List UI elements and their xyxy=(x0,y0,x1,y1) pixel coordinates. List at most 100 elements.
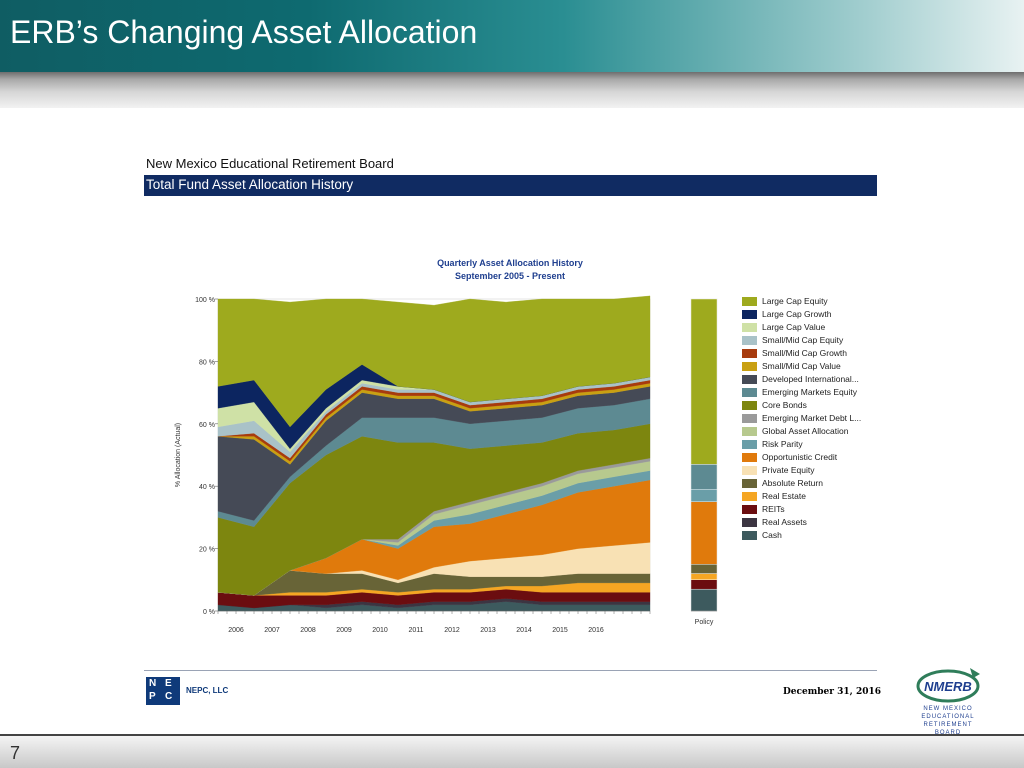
report-org: New Mexico Educational Retirement Board xyxy=(146,156,394,171)
svg-text:RETIREMENT: RETIREMENT xyxy=(924,722,973,728)
legend-swatch xyxy=(742,479,757,488)
legend-label: Emerging Market Debt L... xyxy=(762,413,862,423)
y-tick-label: 60 % xyxy=(199,422,215,429)
policy-segment-cash xyxy=(690,588,718,612)
policy-segment-absolute-return xyxy=(690,564,718,574)
area-large-cap-equity xyxy=(217,295,651,428)
footer-separator xyxy=(144,670,877,671)
x-tick-label: 2014 xyxy=(516,627,532,634)
report-date: December 31, 2016 xyxy=(783,687,881,697)
y-axis-title: % Allocation (Actual) xyxy=(175,423,182,487)
x-tick-label: 2012 xyxy=(444,627,460,634)
legend-swatch xyxy=(742,453,757,462)
legend-swatch xyxy=(742,401,757,410)
svg-text:NMERB: NMERB xyxy=(924,679,972,694)
x-tick-label: 2010 xyxy=(372,627,388,634)
legend-swatch xyxy=(742,310,757,319)
title-shadow-band xyxy=(0,72,1024,108)
y-tick-label: 20 % xyxy=(199,547,215,554)
legend-item-private-equity: Private Equity xyxy=(742,465,892,478)
legend-item-global-asset-allocation: Global Asset Allocation xyxy=(742,426,892,439)
chart-title: Quarterly Asset Allocation History xyxy=(437,258,583,268)
legend-item-emerging-markets-equity: Emerging Markets Equity xyxy=(742,387,892,400)
legend-item-small-mid-cap-equity: Small/Mid Cap Equity xyxy=(742,335,892,348)
legend-label: Private Equity xyxy=(762,465,815,475)
nmerb-logo: NMERB NEW MEXICO EDUCATIONAL RETIREMENT … xyxy=(916,668,980,736)
y-tick-label: 40 % xyxy=(199,484,215,491)
legend-label: Real Assets xyxy=(762,517,807,527)
policy-segment-opportunistic-credit xyxy=(690,501,718,565)
legend-swatch xyxy=(742,388,757,397)
chart-subtitle: September 2005 - Present xyxy=(454,271,566,281)
svg-text:EDUCATIONAL: EDUCATIONAL xyxy=(921,714,974,720)
legend-swatch xyxy=(742,440,757,449)
consultant-name: NEPC, LLC xyxy=(186,686,229,695)
report-title: Total Fund Asset Allocation History xyxy=(146,177,354,192)
x-tick-label: 2009 xyxy=(336,627,352,634)
legend-swatch xyxy=(742,505,757,514)
legend-swatch xyxy=(742,518,757,527)
x-tick-label: 2007 xyxy=(264,627,280,634)
legend-item-large-cap-value: Large Cap Value xyxy=(742,322,892,335)
legend-label: Large Cap Growth xyxy=(762,309,832,319)
legend-swatch xyxy=(742,323,757,332)
legend-label: REITs xyxy=(762,504,785,514)
legend-swatch xyxy=(742,466,757,475)
legend-swatch xyxy=(742,531,757,540)
legend-label: Large Cap Value xyxy=(762,322,826,332)
legend-item-absolute-return: Absolute Return xyxy=(742,478,892,491)
legend-label: Large Cap Equity xyxy=(762,296,828,306)
x-tick-label: 2011 xyxy=(408,627,423,634)
legend-label: Opportunistic Credit xyxy=(762,452,838,462)
legend-swatch xyxy=(742,297,757,306)
slide-title-bar: ERB’s Changing Asset Allocation xyxy=(0,0,1024,72)
legend-swatch xyxy=(742,414,757,423)
slide-footer xyxy=(0,736,1024,768)
legend-item-developed-international: Developed International... xyxy=(742,374,892,387)
legend-item-reits: REITs xyxy=(742,504,892,517)
legend-item-real-estate: Real Estate xyxy=(742,491,892,504)
footer-rule xyxy=(0,734,1024,736)
legend-label: Absolute Return xyxy=(762,478,823,488)
policy-segment-large-cap-equity xyxy=(690,298,718,465)
legend-swatch xyxy=(742,375,757,384)
legend-label: Real Estate xyxy=(762,491,806,501)
x-tick-label: 2008 xyxy=(300,627,316,634)
legend-label: Emerging Markets Equity xyxy=(762,387,857,397)
legend-item-small-mid-cap-value: Small/Mid Cap Value xyxy=(742,361,892,374)
legend-label: Core Bonds xyxy=(762,400,807,410)
x-tick-label: 2013 xyxy=(480,627,496,634)
svg-text:NEW MEXICO: NEW MEXICO xyxy=(923,706,972,712)
legend-swatch xyxy=(742,427,757,436)
legend-label: Cash xyxy=(762,530,782,540)
policy-label: Policy xyxy=(695,619,714,626)
y-tick-label: 0 % xyxy=(203,609,215,616)
slide-number: 7 xyxy=(10,743,21,763)
policy-segment-risk-parity xyxy=(690,489,718,503)
legend-label: Small/Mid Cap Growth xyxy=(762,348,848,358)
legend-label: Small/Mid Cap Value xyxy=(762,361,841,371)
legend-swatch xyxy=(742,492,757,501)
svg-text:BOARD: BOARD xyxy=(935,730,961,736)
policy-segment-emerging-markets-equity xyxy=(690,464,718,490)
y-tick-label: 100 % xyxy=(195,297,215,304)
policy-segment-real-estate xyxy=(690,573,718,580)
legend-item-opportunistic-credit: Opportunistic Credit xyxy=(742,452,892,465)
legend-item-large-cap-equity: Large Cap Equity xyxy=(742,296,892,309)
legend-label: Developed International... xyxy=(762,374,859,384)
legend-item-emerging-market-debt-l: Emerging Market Debt L... xyxy=(742,413,892,426)
policy-segment-reits xyxy=(690,579,718,590)
slide-title: ERB’s Changing Asset Allocation xyxy=(10,14,478,50)
legend-label: Risk Parity xyxy=(762,439,803,449)
x-tick-label: 2016 xyxy=(588,627,604,634)
legend-swatch xyxy=(742,362,757,371)
legend-item-risk-parity: Risk Parity xyxy=(742,439,892,452)
chart-legend: Large Cap Equity Large Cap Growth Large Ca… xyxy=(742,296,892,543)
legend-item-real-assets: Real Assets xyxy=(742,517,892,530)
legend-item-small-mid-cap-growth: Small/Mid Cap Growth xyxy=(742,348,892,361)
report-title-bar: Total Fund Asset Allocation History xyxy=(144,175,877,196)
legend-swatch xyxy=(742,336,757,345)
legend-item-large-cap-growth: Large Cap Growth xyxy=(742,309,892,322)
legend-label: Small/Mid Cap Equity xyxy=(762,335,844,345)
x-tick-label: 2015 xyxy=(552,627,568,634)
